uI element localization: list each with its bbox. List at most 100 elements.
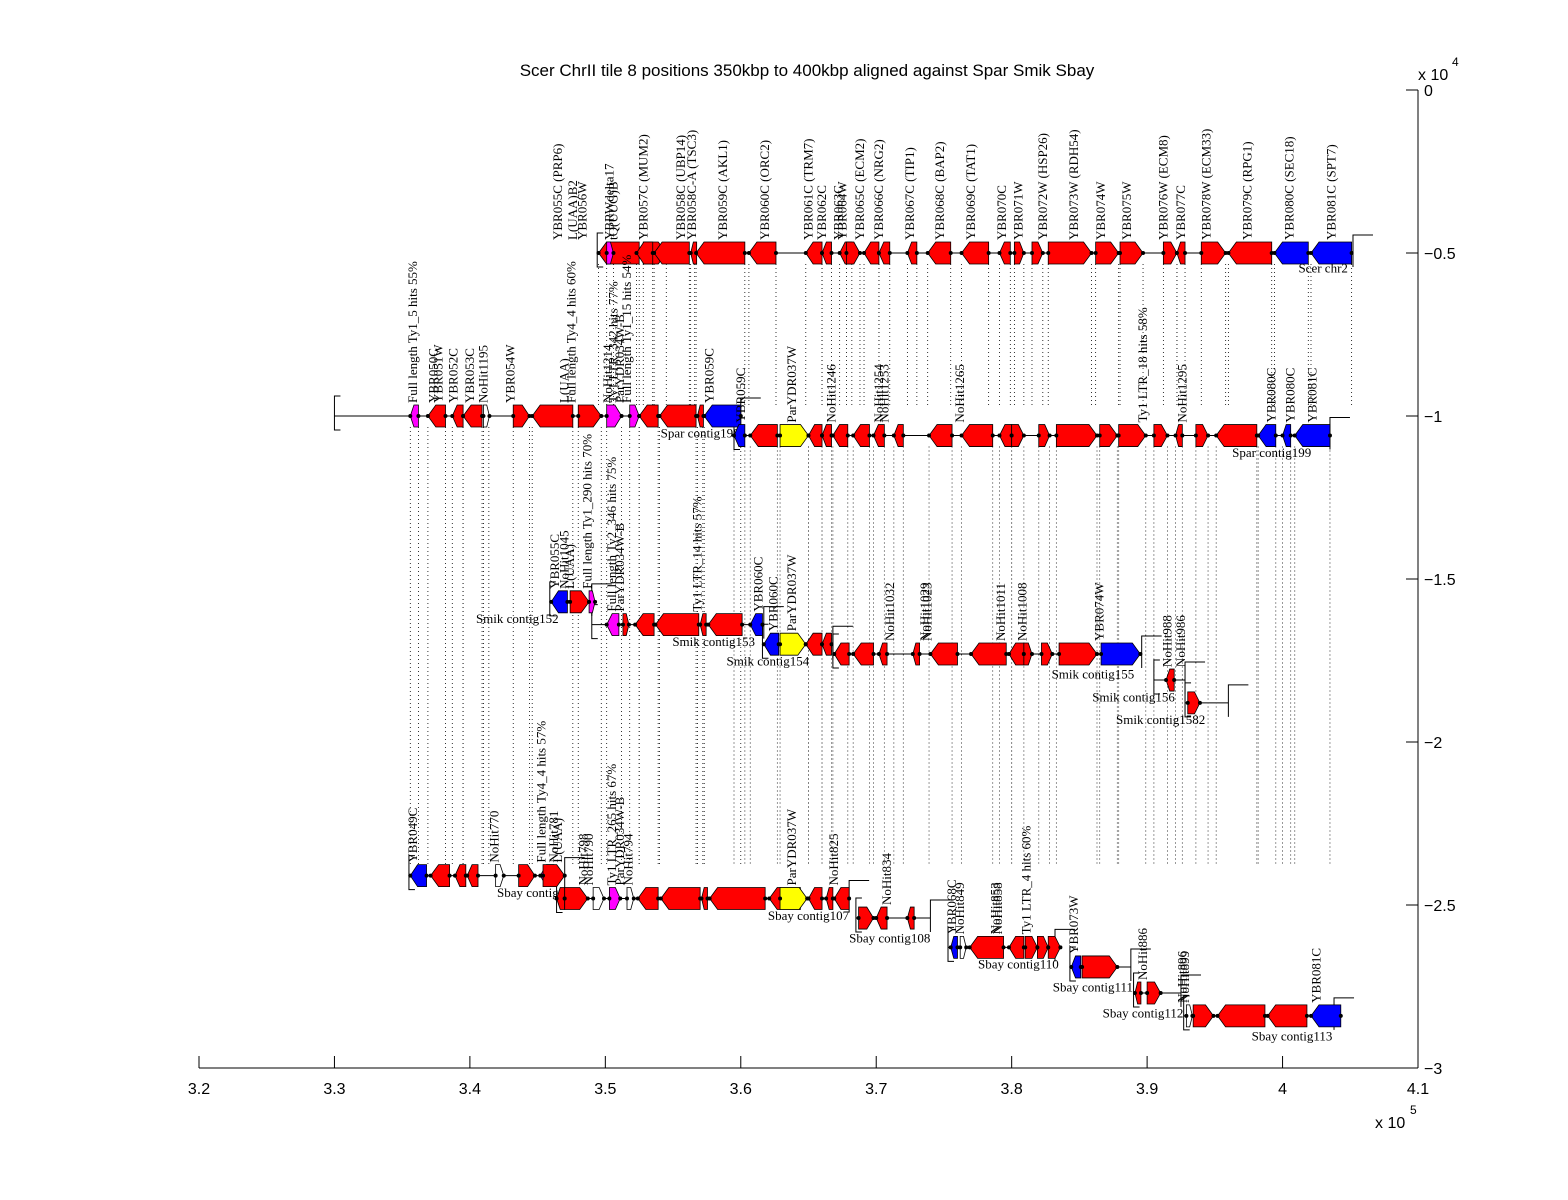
gene-arrow-red bbox=[1011, 424, 1025, 447]
gene-endpoint bbox=[1338, 1013, 1343, 1018]
gene-endpoint bbox=[1057, 651, 1062, 656]
contig-start-bracket bbox=[761, 623, 769, 659]
feature-label: ParYDR034W-B bbox=[612, 314, 627, 403]
gene-endpoint bbox=[1151, 433, 1156, 438]
gene-arrow-red bbox=[858, 906, 874, 930]
gene-arrow-red bbox=[660, 887, 701, 910]
gene-arrow-red bbox=[1023, 642, 1033, 666]
gene-arrow-yellow bbox=[779, 424, 809, 447]
gene-endpoint bbox=[738, 414, 743, 418]
feature-label: NoHit1045 bbox=[557, 530, 572, 589]
gene-arrow-red bbox=[1227, 241, 1273, 265]
gene-endpoint bbox=[1006, 651, 1011, 656]
feature-label: NoHit1295 bbox=[1174, 364, 1189, 423]
feature-label: NoHit1011 bbox=[993, 583, 1008, 641]
gene-endpoint bbox=[1021, 251, 1026, 255]
feature-label: YBR081C bbox=[1308, 948, 1323, 1003]
gene-endpoint bbox=[959, 433, 964, 438]
feature-label: Full length Ty2_346 hits 75% bbox=[604, 457, 619, 612]
gene-arrow-red bbox=[961, 424, 994, 447]
gene-arrow-red bbox=[961, 241, 990, 265]
gene-arrow-white bbox=[495, 864, 505, 888]
gene-endpoint bbox=[1116, 433, 1121, 438]
gene-endpoint bbox=[1029, 251, 1034, 255]
gene-endpoint bbox=[1001, 945, 1006, 950]
gene-arrow-red bbox=[1008, 642, 1025, 666]
contig-label: Sbay contig108 bbox=[849, 931, 930, 946]
gene-arrow-white bbox=[1185, 1004, 1193, 1028]
gene-arrow-red bbox=[531, 404, 574, 428]
y-tick-label: −0.5 bbox=[1424, 246, 1456, 263]
gene-endpoint bbox=[925, 251, 930, 255]
feature-label: YBR080C bbox=[1264, 368, 1279, 423]
gene-arrow-blue bbox=[1310, 241, 1353, 265]
gene-endpoint bbox=[1115, 964, 1120, 969]
gene-arrow-red bbox=[451, 404, 464, 428]
gene-endpoint bbox=[425, 414, 430, 418]
y-tick-label: −1.5 bbox=[1424, 572, 1456, 589]
feature-label: NoHit896 bbox=[1174, 950, 1189, 1003]
gene-endpoint bbox=[1143, 433, 1148, 438]
gene-endpoint bbox=[1197, 700, 1202, 705]
contig-end-bracket bbox=[929, 899, 951, 933]
gene-endpoint bbox=[876, 651, 881, 656]
gene-endpoint bbox=[806, 433, 811, 438]
feature-label: NoHit849 bbox=[952, 882, 967, 934]
gene-arrow-red bbox=[808, 887, 823, 910]
gene-endpoint bbox=[532, 873, 537, 878]
gene-arrow-red bbox=[927, 241, 952, 265]
gene-endpoint bbox=[767, 896, 772, 901]
feature-label: NoHit1246 bbox=[824, 364, 839, 423]
gene-endpoint bbox=[549, 599, 554, 604]
feature-label: NoHit1032 bbox=[882, 582, 897, 641]
gene-endpoint bbox=[891, 433, 896, 438]
feature-label: YBR051W bbox=[431, 344, 446, 403]
gene-endpoint bbox=[1145, 991, 1150, 996]
gene-endpoint bbox=[1173, 433, 1178, 438]
x-tick-label: 3.9 bbox=[1136, 1081, 1158, 1098]
gene-arrow-blue bbox=[703, 404, 742, 428]
gene-endpoint bbox=[905, 916, 910, 921]
gene-endpoint bbox=[746, 251, 751, 255]
contig-end-bracket bbox=[1141, 635, 1162, 668]
feature-label: NoHit1214 bbox=[600, 344, 615, 403]
feature-label: ParYDR037W bbox=[784, 554, 799, 631]
feature-label: YBR079C (RPG1) bbox=[1239, 141, 1254, 240]
gene-endpoint bbox=[1191, 1013, 1196, 1018]
gene-endpoint bbox=[1158, 991, 1163, 996]
gene-arrow-white bbox=[592, 887, 605, 910]
gene-arrow-red bbox=[1187, 691, 1201, 715]
feature-label: YBR060C bbox=[750, 557, 765, 612]
feature-label: ParYDR037W bbox=[784, 808, 799, 885]
gene-arrow-magenta bbox=[608, 887, 621, 910]
contig-start-bracket bbox=[1153, 659, 1160, 695]
gene-endpoint bbox=[1304, 1013, 1309, 1018]
gene-endpoint bbox=[1308, 1013, 1313, 1018]
gene-endpoint bbox=[1138, 651, 1143, 656]
feature-label: YBR056W bbox=[574, 181, 589, 240]
x-tick-label: 3.7 bbox=[865, 1081, 887, 1098]
gene-endpoint bbox=[847, 896, 852, 901]
gene-endpoint bbox=[748, 622, 753, 627]
gene-endpoint bbox=[856, 916, 861, 921]
gene-arrow-red bbox=[638, 404, 659, 428]
gene-endpoint bbox=[778, 642, 783, 647]
gene-endpoint bbox=[695, 414, 700, 418]
gene-arrow-blue bbox=[749, 613, 763, 637]
gene-endpoint bbox=[1214, 433, 1219, 438]
gene-arrow-red bbox=[518, 864, 536, 888]
gene-endpoint bbox=[631, 896, 636, 901]
feature-label: YBR049C bbox=[405, 808, 420, 863]
feature-label: YBR067C (TIP1) bbox=[902, 147, 917, 240]
feature-label: YBR054W bbox=[503, 344, 518, 403]
gene-endpoint bbox=[706, 622, 711, 627]
feature-label: YBR078W (ECM33) bbox=[1199, 129, 1214, 240]
gene-endpoint bbox=[948, 945, 953, 950]
gene-endpoint bbox=[1185, 700, 1190, 705]
y-tick-label: −2 bbox=[1424, 735, 1442, 752]
gene-endpoint bbox=[562, 873, 567, 878]
gene-endpoint bbox=[1256, 433, 1261, 438]
gene-endpoint bbox=[1308, 251, 1313, 255]
gene-endpoint bbox=[1080, 964, 1085, 969]
x-tick-label: 3.5 bbox=[594, 1081, 616, 1098]
